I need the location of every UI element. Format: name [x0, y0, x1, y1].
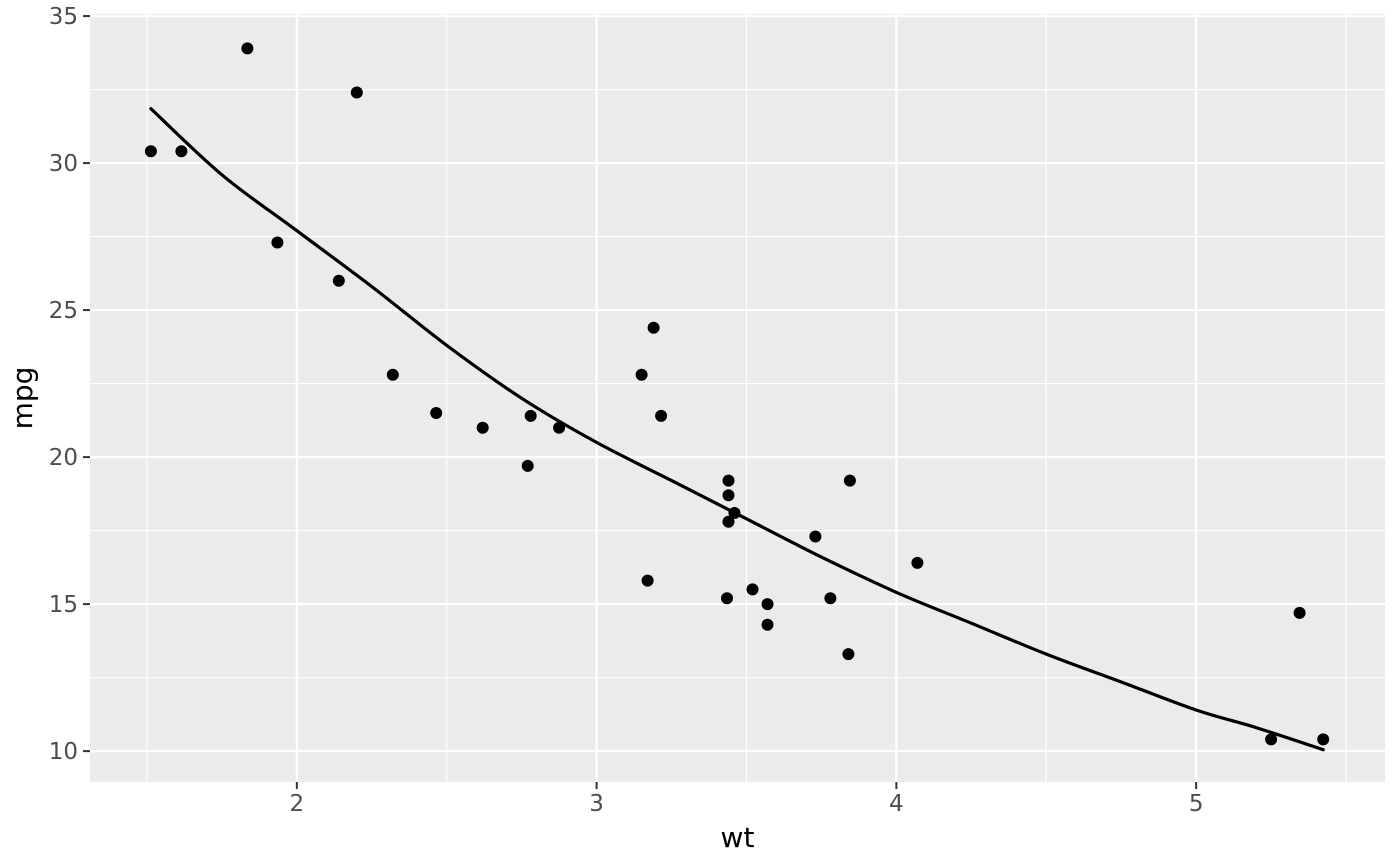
data-point: [635, 368, 648, 381]
y-axis-title: mpg: [6, 367, 39, 430]
data-point: [1293, 606, 1306, 619]
data-point: [843, 474, 856, 487]
data-point: [476, 421, 489, 434]
data-point: [241, 42, 254, 55]
data-point: [722, 489, 735, 502]
plot-panel: [90, 14, 1385, 782]
plot-panel-layer: 2 3 4 5 10 15 20 25 30 35: [49, 4, 1385, 817]
data-point: [721, 592, 733, 605]
data-point: [430, 407, 443, 419]
x-tick-label: 3: [589, 791, 604, 817]
data-point: [1265, 733, 1278, 746]
data-point: [175, 145, 188, 158]
data-point: [641, 574, 654, 587]
data-point: [746, 583, 759, 596]
data-point: [722, 515, 735, 528]
data-point: [332, 274, 345, 287]
x-tick-label: 4: [889, 791, 904, 817]
data-point: [761, 598, 774, 611]
data-point: [524, 409, 537, 422]
x-axis-title: wt: [721, 821, 755, 854]
y-tick-label: 30: [49, 151, 78, 177]
loess-smooth-curve: [149, 107, 1325, 752]
data-point: [350, 86, 363, 99]
data-point: [655, 409, 668, 422]
data-point: [1317, 733, 1330, 746]
x-tick-label: 5: [1189, 791, 1204, 817]
data-point: [647, 321, 660, 334]
data-point: [824, 592, 837, 605]
data-point: [809, 530, 822, 543]
x-tick-label: 2: [290, 791, 305, 817]
data-point: [761, 618, 774, 631]
y-tick-label: 10: [49, 739, 78, 765]
y-tick-label: 15: [49, 592, 78, 618]
data-point: [386, 368, 399, 381]
data-point: [722, 474, 735, 487]
data-point: [144, 145, 157, 158]
y-tick-label: 35: [49, 4, 78, 30]
data-point: [842, 648, 855, 661]
data-point: [521, 459, 534, 472]
y-tick-label: 25: [49, 298, 78, 324]
y-tick-label: 20: [49, 445, 78, 471]
data-point: [271, 236, 284, 249]
data-point: [911, 556, 924, 569]
